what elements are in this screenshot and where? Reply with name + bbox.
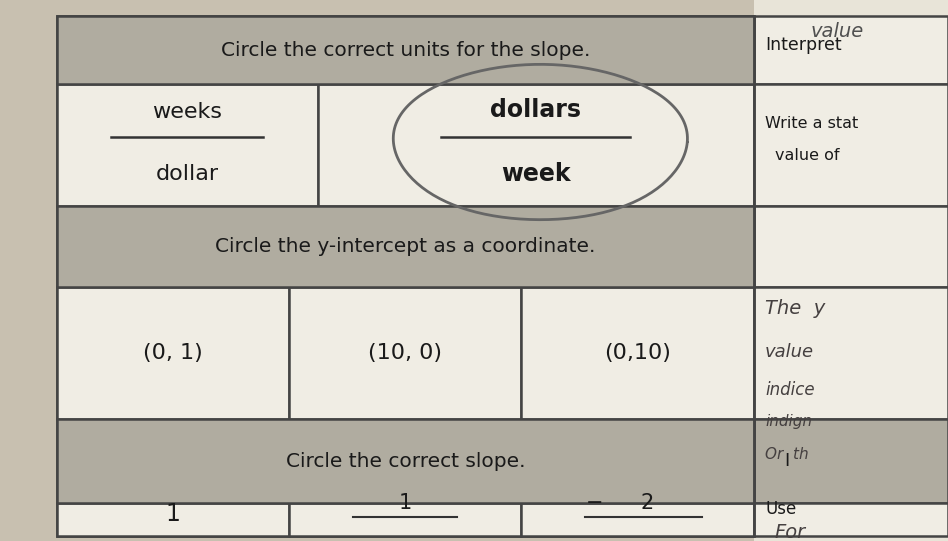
Text: Write a stat: Write a stat	[765, 116, 858, 130]
Text: Circle the correct slope.: Circle the correct slope.	[285, 452, 525, 471]
FancyBboxPatch shape	[57, 503, 289, 536]
Text: value of: value of	[775, 148, 839, 163]
FancyBboxPatch shape	[318, 84, 754, 206]
Text: (0, 1): (0, 1)	[143, 343, 203, 363]
FancyBboxPatch shape	[57, 206, 754, 287]
FancyBboxPatch shape	[754, 0, 948, 541]
Text: 2: 2	[641, 493, 653, 513]
Text: Interpret: Interpret	[765, 36, 842, 54]
Text: value: value	[765, 342, 814, 361]
Text: (0,10): (0,10)	[604, 343, 671, 363]
FancyBboxPatch shape	[754, 84, 948, 206]
FancyBboxPatch shape	[57, 419, 754, 503]
Text: Circle the y-intercept as a coordinate.: Circle the y-intercept as a coordinate.	[215, 236, 595, 256]
Text: 1: 1	[399, 493, 411, 513]
FancyBboxPatch shape	[57, 16, 754, 536]
FancyBboxPatch shape	[521, 503, 754, 536]
Text: indign: indign	[765, 414, 812, 430]
FancyBboxPatch shape	[754, 287, 948, 419]
Text: Or  th: Or th	[765, 447, 809, 462]
FancyBboxPatch shape	[754, 419, 948, 503]
Text: Use: Use	[765, 499, 796, 518]
Text: −: −	[586, 493, 603, 513]
FancyBboxPatch shape	[754, 503, 948, 536]
FancyBboxPatch shape	[289, 287, 521, 419]
Text: indice: indice	[765, 380, 814, 399]
Text: I: I	[784, 452, 790, 470]
Text: The  y: The y	[765, 299, 826, 318]
Text: weeks: weeks	[153, 102, 222, 122]
FancyBboxPatch shape	[57, 287, 289, 419]
FancyBboxPatch shape	[57, 16, 754, 84]
FancyBboxPatch shape	[754, 16, 948, 84]
Text: (10, 0): (10, 0)	[368, 343, 443, 363]
FancyBboxPatch shape	[289, 503, 521, 536]
Text: For: For	[775, 523, 806, 541]
Text: 1: 1	[166, 502, 180, 526]
Text: dollar: dollar	[155, 164, 219, 184]
Text: value: value	[811, 22, 864, 41]
Text: dollars: dollars	[490, 97, 581, 122]
Text: Circle the correct units for the slope.: Circle the correct units for the slope.	[221, 41, 590, 60]
FancyBboxPatch shape	[57, 84, 318, 206]
FancyBboxPatch shape	[754, 206, 948, 287]
Text: week: week	[501, 162, 571, 187]
FancyBboxPatch shape	[521, 287, 754, 419]
